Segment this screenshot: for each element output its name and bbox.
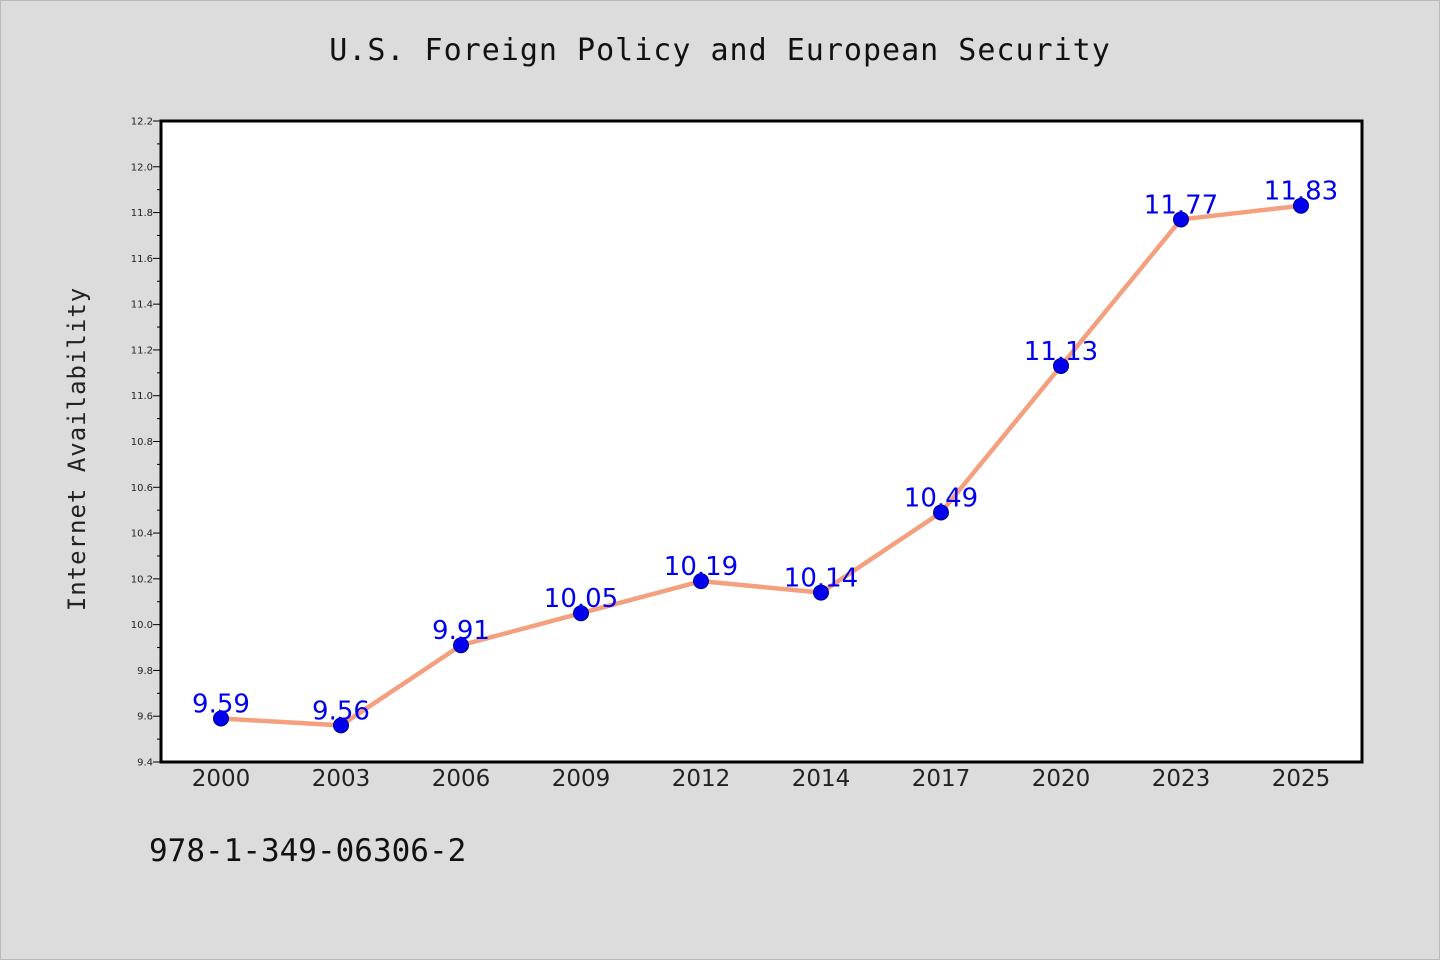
data-point [813,584,829,601]
y-tick-label: 11.0 [131,391,153,402]
data-point [933,504,949,521]
y-tick-label: 11.8 [131,208,153,219]
y-tick-label: 9.8 [137,666,153,677]
data-label: 9.59 [192,690,250,720]
x-tick-label: 2017 [912,766,971,792]
data-label: 9.91 [432,616,490,646]
x-tick-label: 2014 [792,766,851,792]
data-labels-group: 9.59 9.56 9.91 10.05 10.19 10.14 10.49 11.13 11.… [192,177,1338,727]
data-point [1053,357,1069,374]
series-points-group [213,197,1309,734]
data-label: 11.13 [1024,337,1098,367]
chart-title: U.S. Foreign Policy and European Securit… [329,33,1111,68]
x-tick-label: 2003 [312,766,371,792]
data-point [1293,197,1309,214]
data-label: 11.77 [1144,190,1218,220]
x-tick-label: 2012 [672,766,731,792]
data-point [453,637,469,654]
data-label: 10.19 [664,552,738,582]
data-point [213,710,229,727]
y-tick-label: 10.6 [131,483,153,494]
x-tick-label: 2023 [1152,766,1211,792]
y-tick-label: 9.4 [137,758,153,769]
series-line [218,203,1304,728]
x-tick-label: 2000 [192,766,251,792]
data-point [573,605,589,622]
y-tick-label: 11.4 [131,300,153,311]
y-tick-label: 10.4 [131,529,153,540]
y-tick-label: 12.2 [131,117,153,128]
series-line-group [218,203,1304,728]
data-point [693,573,709,590]
y-tick-label: 9.6 [137,712,153,723]
data-label: 10.05 [544,584,618,614]
plot-area [159,119,1364,764]
y-tick-label: 10.2 [131,574,153,585]
y-tick-label: 10.0 [131,620,153,631]
data-point [1173,211,1189,228]
y-axis-title: Internet Availability [63,287,91,611]
data-label: 10.14 [784,564,858,594]
x-axis: 2000 2003 2006 2009 2012 2014 2017 2020 2023 2025 [192,766,1331,792]
x-tick-label: 2025 [1272,766,1331,792]
x-tick-label: 2006 [432,766,491,792]
data-label: 9.56 [312,696,370,726]
x-tick-label: 2020 [1032,766,1091,792]
y-tick-label: 11.2 [131,345,153,356]
data-label: 11.83 [1264,177,1338,207]
x-tick-label: 2009 [552,766,611,792]
isbn-text: 978-1-349-06306-2 [149,833,467,869]
data-point [333,717,349,734]
y-axis: 9.4 9.6 9.8 10.0 10.2 10.4 10.6 10.8 11.0 11.2 11.… [131,117,161,769]
y-tick-label: 12.0 [131,162,153,173]
y-tick-label: 10.8 [131,437,153,448]
y-tick-label: 11.6 [131,254,153,265]
data-label: 10.49 [904,483,978,513]
